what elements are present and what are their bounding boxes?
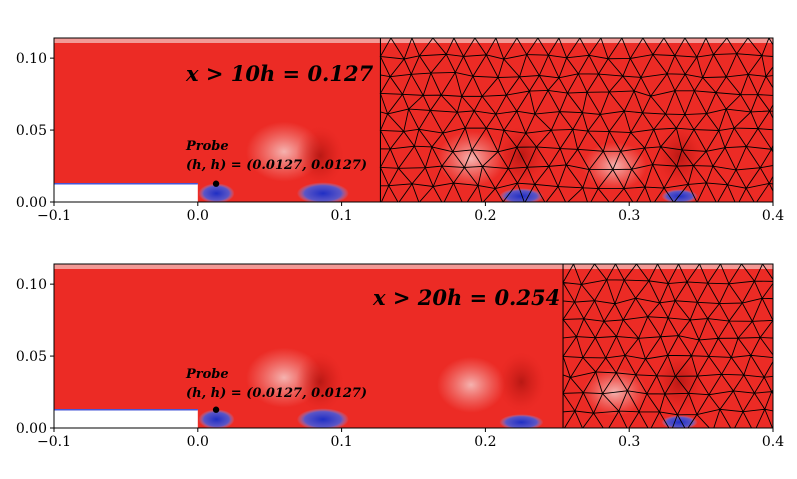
low-value-patch — [661, 189, 698, 202]
top-boundary-band — [54, 38, 773, 43]
probe-label: Probe — [185, 367, 229, 382]
low-value-patch — [198, 409, 235, 428]
x-tick-label: 0.1 — [330, 434, 352, 450]
x-tick-label: −0.1 — [37, 434, 71, 450]
y-tick-label: 0.10 — [16, 277, 47, 293]
low-value-patch — [499, 414, 544, 428]
axes-frame — [53, 37, 774, 203]
vortex-hotspot — [296, 125, 345, 186]
low-value-patch — [198, 183, 235, 202]
x-tick-label: 0.2 — [474, 434, 496, 450]
y-tick-label: 0.00 — [16, 195, 47, 211]
x-tick-label: 0.4 — [762, 208, 784, 224]
field-layer — [54, 264, 773, 428]
x-tick-label: 0.0 — [187, 434, 209, 450]
x-tick-label: 0.0 — [187, 208, 209, 224]
y-tick-label: 0.05 — [16, 349, 47, 365]
low-value-patch — [661, 415, 698, 428]
probe-coords: (h, h) = (0.0127, 0.0127) — [186, 386, 367, 401]
field-layer — [54, 38, 773, 202]
x-tick-label: −0.1 — [37, 208, 71, 224]
vortex-hotspot — [655, 125, 704, 186]
pale-region — [437, 356, 506, 413]
y-tick-label: 0.05 — [16, 123, 47, 139]
step-block — [54, 409, 198, 428]
y-tick-label: 0.10 — [16, 51, 47, 67]
probe-coords: (h, h) = (0.0127, 0.0127) — [186, 158, 367, 173]
field-background — [54, 264, 773, 428]
probe-label: Probe — [185, 139, 229, 154]
low-value-patch — [296, 182, 349, 202]
field-background — [54, 38, 773, 202]
probe-marker — [212, 406, 220, 413]
coarse-mesh — [562, 264, 773, 428]
vortex-hotspot — [497, 351, 546, 412]
x-tick-label: 0.3 — [618, 208, 640, 224]
panel-top: −0.1 0.0 0.1 0.2 0.3 0.4 0.00 0.05 0.10 x > 10h =… — [16, 37, 784, 224]
top-boundary-band — [54, 264, 773, 269]
x-tick-label: 0.2 — [474, 208, 496, 224]
x-tick-label: 0.3 — [618, 434, 640, 450]
vortex-hotspot — [296, 351, 345, 412]
pale-region — [437, 130, 506, 187]
axes-frame — [53, 263, 774, 429]
step-block — [54, 183, 198, 202]
coarse-mesh — [379, 38, 773, 202]
x-tick-label: 0.4 — [762, 434, 784, 450]
region-annotation: x > 20h = 0.254 — [372, 285, 560, 310]
x-tick-label: 0.1 — [330, 208, 352, 224]
probe-marker — [212, 180, 220, 187]
panel-bottom: −0.1 0.0 0.1 0.2 0.3 0.4 0.00 0.05 0.10 x > 20h =… — [16, 263, 784, 450]
y-tick-label: 0.00 — [16, 421, 47, 437]
region-annotation: x > 10h = 0.127 — [185, 61, 374, 86]
low-value-patch — [296, 408, 349, 428]
